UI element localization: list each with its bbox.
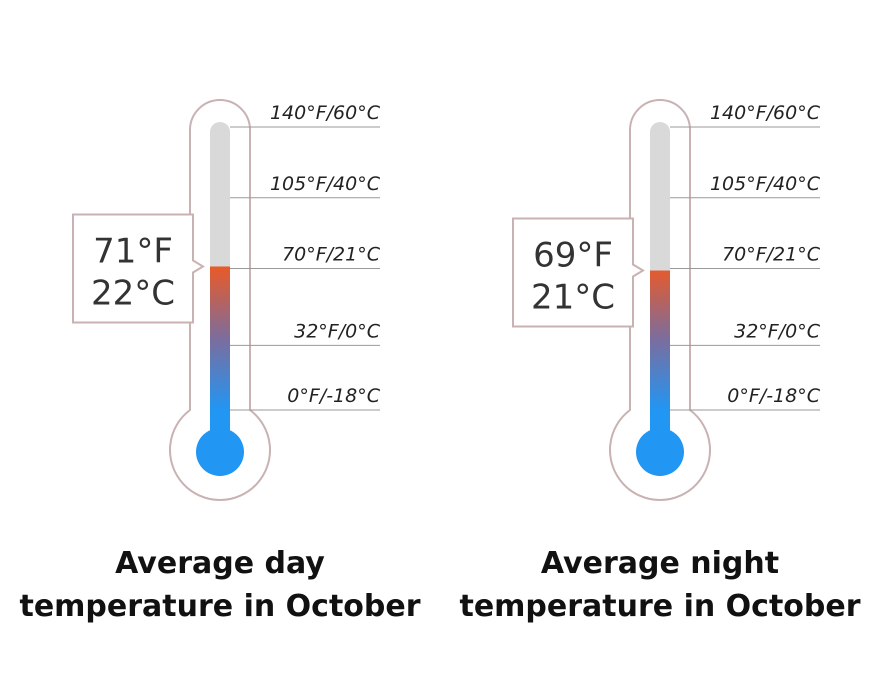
tick-label: 32°F/0°C bbox=[294, 320, 381, 342]
callout-celsius: 22°C bbox=[91, 273, 175, 313]
thermometer: 0°F/-18°C 32°F/0°C 70°F/21°C 105°F/40°C 140°… bbox=[19, 99, 421, 624]
tick-label: 70°F/21°C bbox=[282, 244, 381, 266]
callout-fahrenheit: 71°F bbox=[93, 231, 173, 271]
callout-box bbox=[72, 213, 205, 324]
tick-label: 105°F/40°C bbox=[710, 173, 821, 195]
tick-label: 140°F/60°C bbox=[270, 102, 381, 124]
title: Average day bbox=[115, 546, 325, 581]
title: temperature in October bbox=[19, 589, 420, 624]
tick-label: 140°F/60°C bbox=[710, 102, 821, 124]
thermometer-outline bbox=[169, 99, 271, 501]
title: Average night bbox=[541, 546, 779, 581]
callout-fahrenheit: 69°F bbox=[533, 236, 613, 276]
callout-celsius: 21°C bbox=[531, 278, 615, 318]
title: temperature in October bbox=[459, 589, 860, 624]
tick-label: 105°F/40°C bbox=[270, 173, 381, 195]
tick-label: 70°F/21°C bbox=[722, 244, 821, 266]
tick-label: 32°F/0°C bbox=[734, 320, 821, 342]
thermometer: 0°F/-18°C 32°F/0°C 70°F/21°C 105°F/40°C 140°… bbox=[459, 99, 861, 624]
callout-box bbox=[512, 217, 645, 328]
thermometer-outline bbox=[609, 99, 711, 501]
temperature-fill bbox=[650, 270, 670, 440]
bulb bbox=[636, 428, 684, 476]
tick-label: 0°F/-18°C bbox=[287, 385, 380, 407]
bulb bbox=[196, 428, 244, 476]
temperature-fill bbox=[210, 266, 230, 440]
tick-label: 0°F/-18°C bbox=[727, 385, 820, 407]
